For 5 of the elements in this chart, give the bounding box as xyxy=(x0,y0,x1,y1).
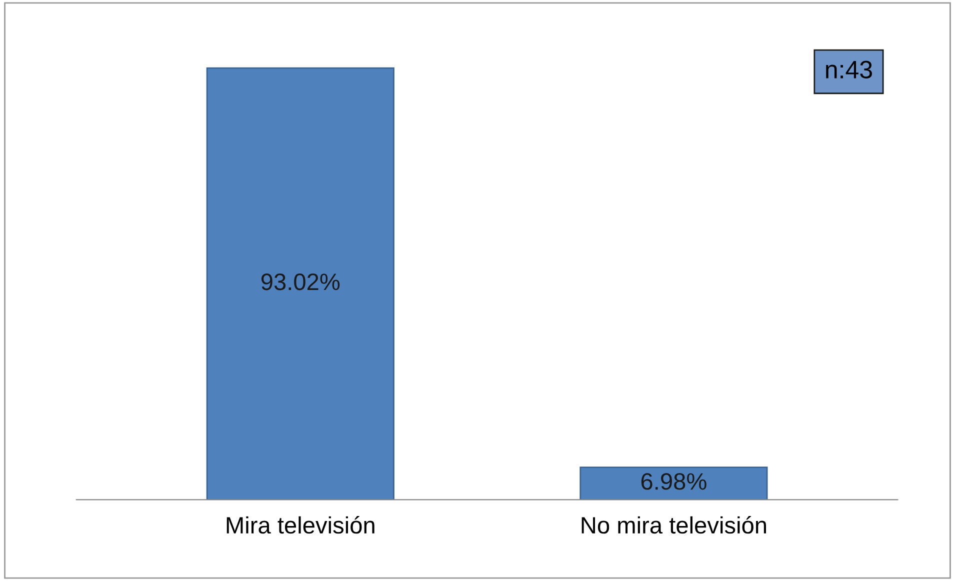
x-tick-label: No mira televisión xyxy=(582,516,766,534)
data-label: 6.98% xyxy=(641,473,706,490)
data-label: 93.02% xyxy=(261,273,340,290)
x-tick-label: Mira televisión xyxy=(226,516,374,534)
annotation: n:43 xyxy=(826,60,872,78)
